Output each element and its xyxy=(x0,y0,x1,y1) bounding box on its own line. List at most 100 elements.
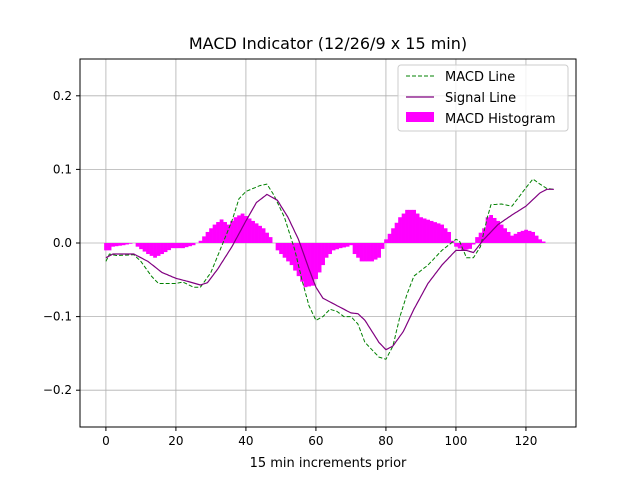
histogram-bar xyxy=(104,243,108,251)
x-tick-label: 20 xyxy=(168,434,183,448)
histogram-bar xyxy=(387,233,392,243)
histogram-bar xyxy=(307,243,311,287)
histogram-bar xyxy=(135,243,140,247)
histogram-bar xyxy=(433,222,437,243)
histogram-bar xyxy=(531,231,535,243)
histogram-bar xyxy=(468,243,472,249)
y-tick-label: 0.0 xyxy=(53,236,72,250)
histogram-bar xyxy=(492,217,497,243)
histogram-bar xyxy=(345,243,350,247)
histogram-bar xyxy=(377,243,381,258)
histogram-bar xyxy=(405,209,409,243)
histogram-bar xyxy=(237,215,241,243)
histogram-bar xyxy=(230,220,234,243)
histogram-bar xyxy=(363,243,367,262)
histogram-bar xyxy=(118,243,122,246)
histogram-bar xyxy=(454,243,458,247)
histogram-bar xyxy=(125,243,129,245)
legend-box xyxy=(397,64,569,132)
histogram-bar xyxy=(447,231,451,243)
histogram-bar xyxy=(321,243,325,266)
histogram-bar xyxy=(114,243,119,247)
x-tick-label: 60 xyxy=(308,434,323,448)
legend-label-signal: Signal Line xyxy=(445,91,516,106)
histogram-bar xyxy=(296,243,301,277)
x-axis-label: 15 min increments prior xyxy=(250,456,407,471)
histogram-bar xyxy=(160,243,164,255)
histogram-bar xyxy=(352,243,357,255)
histogram-bar xyxy=(356,243,360,258)
histogram-bar xyxy=(373,243,378,260)
histogram-bar xyxy=(153,243,157,258)
histogram-bar xyxy=(349,243,353,246)
y-tick-label: −0.2 xyxy=(43,383,72,397)
series-lines xyxy=(105,178,554,360)
histogram-bar xyxy=(471,243,476,245)
histogram-bar xyxy=(331,243,336,251)
histogram-bar xyxy=(457,243,462,249)
histogram-bar xyxy=(398,217,402,243)
histogram-bar xyxy=(209,228,213,243)
histogram-bar xyxy=(139,243,143,250)
histogram-bar xyxy=(527,230,532,243)
histogram-bar xyxy=(310,243,315,286)
histogram-bar xyxy=(384,239,388,243)
y-tick-label: 0.1 xyxy=(53,162,72,176)
legend-label-histogram: MACD Histogram xyxy=(445,112,556,127)
histogram-bar xyxy=(429,220,434,243)
histogram-bar xyxy=(275,243,280,251)
histogram-bar xyxy=(482,228,486,243)
ticks: 0 20 40 60 80 100 120 −0.2 −0.1 0.0 0.1 0.2 xyxy=(43,89,538,448)
y-tick-label: 0.2 xyxy=(53,89,72,103)
histogram-bar xyxy=(261,228,266,243)
histogram-bar xyxy=(342,243,346,248)
histogram-bar xyxy=(415,213,420,243)
legend-swatch-histogram xyxy=(406,112,434,122)
histogram-bar xyxy=(219,219,224,243)
x-tick-label: 120 xyxy=(514,434,537,448)
histogram-bar xyxy=(317,243,322,273)
histogram-bar xyxy=(401,213,406,243)
histogram-bar xyxy=(146,243,150,255)
macd-line xyxy=(105,178,554,360)
histogram-bar xyxy=(510,235,514,243)
histogram-bar xyxy=(303,243,308,288)
histogram-bar xyxy=(335,243,339,250)
histogram-bar xyxy=(436,223,441,243)
histogram-bar xyxy=(391,228,395,243)
histogram-bar xyxy=(289,243,294,266)
histogram-bar xyxy=(370,243,374,262)
histogram-bar xyxy=(506,231,511,243)
histogram-bar xyxy=(517,231,521,243)
histogram-bar xyxy=(156,243,161,256)
x-tick-label: 80 xyxy=(378,434,393,448)
histogram-bar xyxy=(149,243,154,256)
histogram-bar xyxy=(538,239,542,243)
histogram-bar xyxy=(198,240,203,243)
histogram-bar xyxy=(328,243,332,255)
histogram-bar xyxy=(359,243,364,262)
histogram-bar xyxy=(422,218,427,243)
histogram-bar xyxy=(286,243,290,262)
histogram-bar xyxy=(167,243,171,251)
histogram-bar xyxy=(128,243,133,244)
histogram-bar xyxy=(380,243,385,249)
histogram-bar xyxy=(496,220,500,243)
histogram-bar xyxy=(279,243,283,255)
histogram-bar xyxy=(314,243,318,280)
histogram-bar xyxy=(170,243,175,249)
histogram-bar xyxy=(461,243,465,251)
histogram-bar xyxy=(499,224,504,243)
histogram-bar xyxy=(226,224,231,243)
histogram-bar xyxy=(258,225,262,243)
histogram-bar xyxy=(181,243,185,249)
histogram-bar xyxy=(324,243,329,258)
histogram-bar xyxy=(202,236,206,243)
histogram-bar xyxy=(254,223,259,243)
histogram-bar xyxy=(485,217,490,243)
histogram-bar xyxy=(475,237,479,243)
histogram-bar xyxy=(184,243,189,248)
histogram-bar xyxy=(503,228,507,243)
histogram-bar xyxy=(223,222,227,243)
